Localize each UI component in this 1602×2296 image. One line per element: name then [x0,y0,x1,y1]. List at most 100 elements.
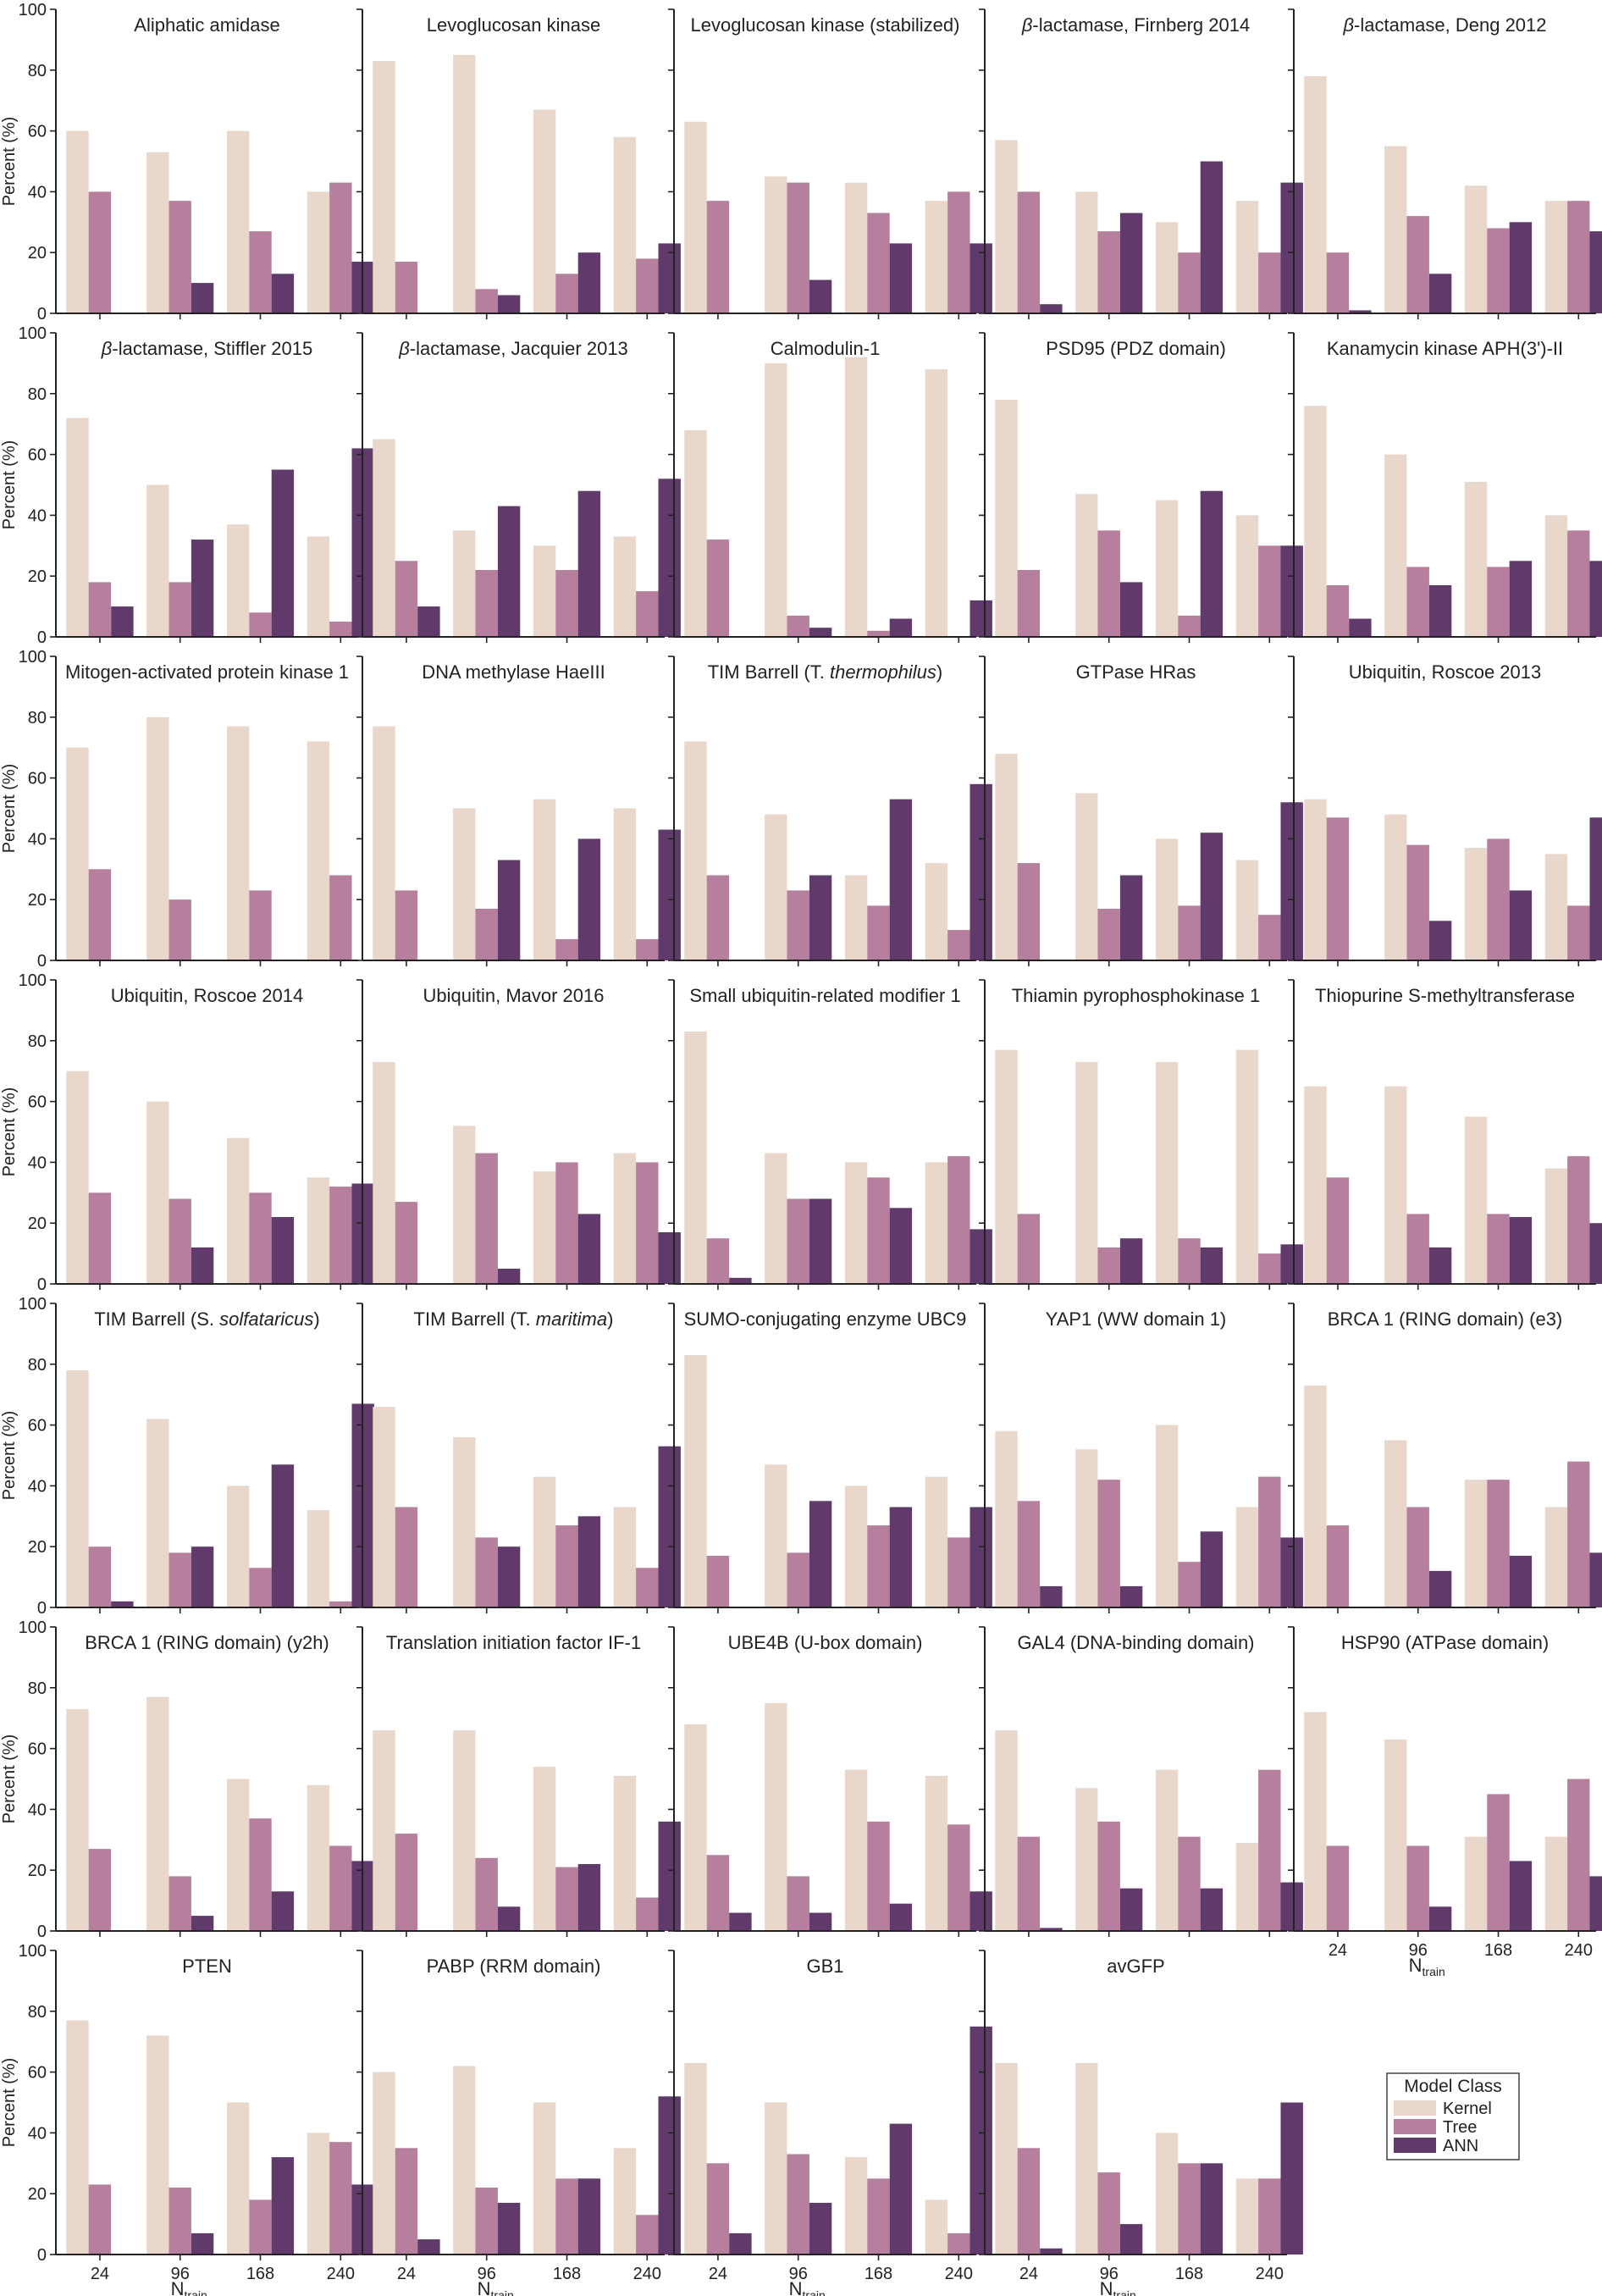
panel-title: Thiamin pyrophosphokinase 1 [1012,985,1261,1006]
panel-18: Small ubiquitin-related modifier 1 [668,979,992,1290]
bar-tree-168 [1487,567,1510,637]
y-tick-label: 20 [28,567,47,586]
bar-kernel-96 [1384,814,1407,960]
bar-ann-24 [1040,2248,1063,2255]
bar-tree-24 [1017,191,1041,313]
bar-kernel-168 [1155,1425,1179,1607]
x-tick-label: 24 [91,2265,109,2283]
bar-tree-168 [867,630,890,637]
bar-kernel-168 [533,545,556,637]
y-tick-label: 0 [37,1599,47,1618]
bar-kernel-24 [684,2062,707,2255]
panel-8: Calmodulin-1 [668,332,992,643]
bar-kernel-96 [453,54,476,314]
bar-tree-168 [249,1818,272,1931]
bar-ann-168 [1509,222,1533,313]
bar-tree-168 [249,612,272,637]
bar-ann-24 [1040,1928,1063,1931]
bar-ann-240 [1280,545,1303,637]
panel-24: YAP1 (WW domain 1) [979,1303,1303,1613]
bar-tree-96 [1097,1480,1120,1607]
bar-ann-168 [1509,1217,1533,1284]
bar-tree-24 [1017,2148,1041,2255]
bar-tree-24 [706,539,730,637]
x-tick-label: 240 [327,2265,355,2283]
x-tick-label: 168 [1484,1941,1512,1960]
bar-ann-168 [889,1208,913,1285]
bar-kernel-168 [1464,481,1488,637]
bar-tree-24 [395,1507,418,1607]
panel-22: TIM Barrell (T. maritima) [356,1303,681,1613]
bar-kernel-96 [146,1101,169,1284]
bar-kernel-168 [844,1162,868,1284]
bar-tree-96 [787,1876,809,1931]
bar-kernel-240 [1235,860,1259,960]
y-tick-label: 60 [28,1417,47,1436]
bar-kernel-96 [1384,1086,1407,1284]
bar-kernel-96 [1075,2062,1098,2255]
bar-ann-240 [1589,817,1602,960]
bar-ann-96 [1119,213,1143,313]
bar-ann-240 [969,1507,992,1607]
bar-tree-96 [475,1857,498,1931]
x-tick-label: 240 [633,2265,661,2283]
x-tick-label: 24 [397,2265,416,2283]
bar-kernel-96 [453,1437,476,1607]
bar-ann-168 [271,1464,295,1607]
y-axis-label: Percent (%) [0,1087,19,1177]
bar-kernel-240 [1235,2178,1259,2255]
y-tick-label: 20 [28,891,47,910]
y-axis-label: Percent (%) [0,2058,19,2148]
bar-kernel-96 [453,808,476,960]
bar-kernel-96 [146,2035,169,2255]
bar-tree-240 [329,182,352,313]
bar-tree-24 [395,890,418,960]
bar-tree-24 [1326,1177,1350,1284]
y-tick-label: 60 [28,770,47,788]
bar-tree-96 [787,2154,809,2255]
panel-title: Mitogen-activated protein kinase 1 [65,661,349,683]
bar-kernel-240 [1235,201,1259,313]
bar-tree-24 [88,1849,112,1931]
bar-ann-240 [1280,1244,1303,1284]
bar-tree-168 [249,2199,272,2255]
bar-kernel-96 [1384,1440,1407,1607]
y-tick-label: 40 [28,506,47,525]
bar-tree-96 [168,1876,191,1931]
y-tick-label: 80 [28,385,47,404]
bar-tree-240 [1258,915,1281,960]
panel-title: Translation initiation factor IF-1 [386,1632,641,1653]
bar-tree-168 [867,2178,890,2255]
bar-ann-96 [191,1546,214,1607]
bar-tree-96 [168,2188,191,2255]
bar-kernel-24 [995,1049,1018,1284]
bar-tree-168 [1178,1562,1201,1607]
bar-tree-240 [329,1601,352,1607]
panel-32: PABP (RRM domain) 24 96 168 240 Ntrain [356,1950,681,2296]
bar-kernel-168 [226,2102,250,2255]
bar-ann-96 [191,2232,214,2255]
bar-ann-96 [191,1247,214,1284]
bar-tree-24 [88,1546,112,1607]
bar-ann-96 [191,283,214,313]
bar-ann-96 [497,1906,521,1931]
bar-ann-24 [1040,1585,1063,1607]
bar-kernel-96 [765,176,787,313]
bar-ann-24 [1349,310,1372,313]
bar-kernel-168 [1464,185,1488,313]
panel-title: β-lactamase, Deng 2012 [1342,14,1546,36]
legend-swatch-tree [1394,2119,1436,2134]
bar-tree-24 [1017,1501,1041,1607]
panel-title: TIM Barrell (T. thermophilus) [708,661,943,683]
bar-kernel-24 [995,1430,1018,1607]
bar-ann-96 [1119,1585,1143,1607]
bar-ann-168 [889,1903,913,1931]
bar-tree-24 [395,262,418,313]
x-tick-label: 168 [865,2265,892,2283]
bar-kernel-168 [533,1171,556,1284]
bar-kernel-168 [533,109,556,313]
bar-ann-168 [271,469,295,637]
y-tick-label: 40 [28,183,47,202]
y-tick-label: 80 [28,1032,47,1051]
y-tick-label: 40 [28,830,47,849]
